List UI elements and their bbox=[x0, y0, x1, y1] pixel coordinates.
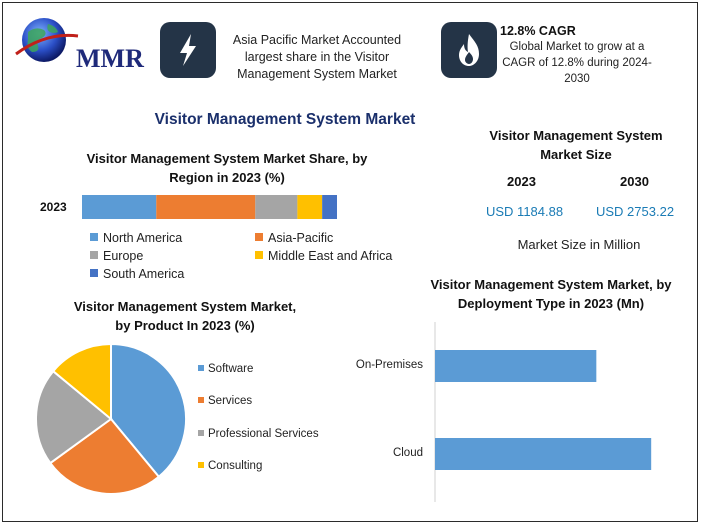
legend-label: Services bbox=[208, 395, 253, 407]
legend-label: Middle East and Africa bbox=[268, 249, 393, 263]
market-size-title-line-1: Visitor Management System bbox=[489, 128, 663, 143]
region-bar-segment-middle-east-and-africa bbox=[297, 195, 323, 219]
market-size-title: Visitor Management System Market Size bbox=[470, 127, 682, 165]
region-title-line-1: Visitor Management System Market Share, … bbox=[86, 151, 368, 166]
legend-label: Europe bbox=[103, 249, 144, 263]
pie-slice-services bbox=[48, 417, 161, 495]
deployment-bar-on-premises bbox=[435, 350, 597, 382]
cagr-title: 12.8% CAGR bbox=[500, 24, 576, 38]
logo-text: MMR bbox=[76, 44, 144, 73]
deployment-bar-cloud bbox=[435, 438, 652, 470]
cagr-note: Global Market to grow at a CAGR of 12.8%… bbox=[502, 40, 652, 88]
legend-label: Consulting bbox=[208, 460, 263, 472]
product-chart-title: Visitor Management System Market, by Pro… bbox=[55, 298, 315, 336]
legend-swatch bbox=[198, 365, 204, 371]
product-pie-chart bbox=[35, 342, 187, 495]
deployment-category-on-premises: On-Premises bbox=[355, 359, 423, 371]
legend-swatch bbox=[90, 251, 98, 259]
region-bar-segment-south-america bbox=[322, 195, 337, 219]
market-size-note: Market Size in Million bbox=[517, 237, 641, 252]
pie-legend-consulting: Consulting bbox=[198, 460, 262, 472]
main-title: Visitor Management System Market bbox=[154, 111, 416, 128]
legend-label: Asia-Pacific bbox=[268, 231, 334, 245]
legend-label: Professional Services bbox=[208, 428, 319, 440]
product-title-line-1: Visitor Management System Market, bbox=[73, 299, 297, 314]
deployment-category-cloud: Cloud bbox=[392, 447, 423, 459]
asia-pacific-note: Asia Pacific Market Accounted largest sh… bbox=[222, 32, 412, 83]
mmr-logo: MMR bbox=[14, 14, 146, 73]
market-size-year-2023: 2023 bbox=[507, 174, 536, 189]
region-title-line-2: Region in 2023 (%) bbox=[169, 169, 285, 185]
legend-label: Software bbox=[208, 363, 254, 375]
legend-swatch bbox=[255, 251, 263, 259]
asia-note-line-1: Asia Pacific Market Accounted bbox=[232, 33, 402, 47]
legend-swatch bbox=[90, 269, 98, 277]
region-category-label: 2023 bbox=[40, 200, 67, 214]
market-size-year-2030: 2030 bbox=[620, 174, 649, 189]
legend-north-america: North America bbox=[90, 231, 182, 245]
market-size-title-line-2: Market Size bbox=[540, 146, 612, 162]
asia-note-line-2: largest share in the Visitor bbox=[244, 49, 390, 64]
legend-swatch bbox=[198, 397, 204, 403]
legend-south-america: South America bbox=[90, 267, 184, 281]
legend-swatch bbox=[198, 430, 204, 436]
legend-label: South America bbox=[103, 267, 185, 281]
market-size-value-2030: USD 2753.22 bbox=[596, 204, 675, 219]
region-chart-title: Visitor Management System Market Share, … bbox=[62, 150, 392, 188]
pie-slice-consulting bbox=[51, 342, 112, 422]
legend-europe: Europe bbox=[90, 249, 143, 263]
cagr-line-2: CAGR of 12.8% during 2024- bbox=[502, 56, 652, 69]
cagr-line-1: Global Market to grow at a bbox=[509, 41, 645, 53]
cagr-line-3: 2030 bbox=[564, 72, 590, 85]
deployment-title-line-2: Deployment Type in 2023 (Mn) bbox=[457, 295, 645, 311]
legend-middle-east-africa: Middle East and Africa bbox=[255, 249, 392, 263]
globe-icon bbox=[15, 18, 79, 62]
region-bar-segment-europe bbox=[255, 195, 298, 219]
pie-legend-software: Software bbox=[198, 363, 253, 375]
region-bar-segment-asia-pacific bbox=[156, 195, 256, 219]
legend-swatch bbox=[255, 233, 263, 241]
pie-slice-professional-services bbox=[35, 369, 113, 465]
bolt-icon bbox=[180, 34, 196, 66]
bolt-icon-box bbox=[160, 22, 216, 78]
pie-slice-software bbox=[110, 342, 187, 479]
product-title-line-2: by Product In 2023 (%) bbox=[115, 317, 255, 333]
legend-swatch bbox=[90, 233, 98, 241]
region-bar-segment-north-america bbox=[82, 195, 157, 219]
pie-legend-services: Services bbox=[198, 395, 252, 407]
asia-note-line-3: Management System Market bbox=[237, 66, 397, 81]
flame-icon-box bbox=[441, 22, 497, 78]
market-size-value-2023: USD 1184.88 bbox=[486, 204, 564, 219]
deployment-title-line-1: Visitor Management System Market, by bbox=[430, 277, 672, 292]
legend-asia-pacific: Asia-Pacific bbox=[255, 231, 333, 245]
flame-icon bbox=[459, 34, 479, 66]
pie-legend-professional-services: Professional Services bbox=[198, 428, 319, 440]
legend-label: North America bbox=[103, 231, 183, 245]
deployment-chart-title: Visitor Management System Market, by Dep… bbox=[412, 276, 690, 314]
legend-swatch bbox=[198, 462, 204, 468]
